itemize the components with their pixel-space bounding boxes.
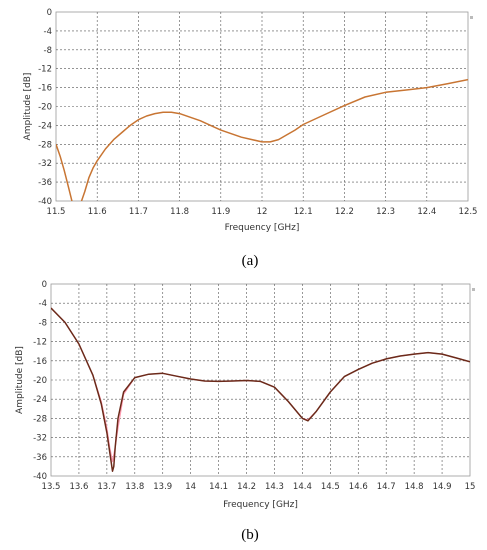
chart-b-x-tick-label: 14.6 — [349, 482, 368, 492]
chart-a-x-tick-label: 11.6 — [88, 207, 107, 217]
chart-a-y-tick-label: -40 — [38, 197, 52, 207]
chart-b-x-tick-label: 14.9 — [433, 482, 452, 492]
chart-b-x-tick-label: 14 — [185, 482, 196, 492]
chart-b-y-tick-label: -4 — [39, 299, 47, 309]
chart-a-corner-marker — [470, 16, 473, 19]
chart-a-x-tick-label: 11.9 — [211, 207, 230, 217]
chart-b-y-tick-label: -40 — [33, 472, 47, 482]
chart-a-y-tick-label: 0 — [47, 8, 52, 18]
chart-b-y-tick-label: -24 — [33, 395, 47, 405]
chart-b-x-tick-label: 13.9 — [153, 482, 172, 492]
chart-b-series-line — [51, 307, 470, 463]
chart-b-x-axis-label: Frequency [GHz] — [223, 500, 298, 510]
chart-a-x-tick-label: 12.3 — [376, 207, 395, 217]
chart-b-x-tick-label: 14.5 — [321, 482, 340, 492]
chart-b-y-axis-label: Amplitude [dB] — [15, 346, 25, 414]
chart-a-x-tick-label: 12.1 — [294, 207, 313, 217]
chart-b-x-tick-label: 13.6 — [69, 482, 88, 492]
chart-b-y-tick-label: -12 — [33, 338, 47, 348]
chart-a-y-tick-label: -4 — [44, 27, 52, 37]
chart-b-x-tick-label: 13.7 — [97, 482, 116, 492]
chart-b-x-tick-label: 13.5 — [42, 482, 61, 492]
chart-b-x-tick-label: 14.2 — [237, 482, 256, 492]
chart-b-x-tick-label: 14.3 — [265, 482, 284, 492]
chart-a-y-tick-label: -24 — [38, 121, 52, 131]
chart-a-x-tick-label: 12.2 — [335, 207, 354, 217]
chart-b-x-tick-label: 14.4 — [293, 482, 312, 492]
chart-a-x-axis-label: Frequency [GHz] — [225, 223, 300, 233]
chart-b-x-tick-label: 14.7 — [377, 482, 396, 492]
chart-a-y-tick-label: -20 — [38, 103, 52, 113]
chart-b-panel-label: (b) — [241, 527, 259, 543]
chart-b-x-tick-label: 13.8 — [125, 482, 144, 492]
chart-b-y-tick-label: -28 — [33, 414, 47, 424]
chart-a-y-tick-label: -16 — [38, 84, 52, 94]
chart-a-y-tick-label: -36 — [38, 178, 52, 188]
chart-b-corner-marker — [472, 288, 475, 291]
chart-b-y-tick-label: -8 — [39, 318, 47, 328]
chart-a-series-line — [56, 78, 468, 201]
chart-b-y-tick-label: -16 — [33, 357, 47, 367]
chart-a-y-tick-label: -12 — [38, 65, 52, 75]
chart-b-x-tick-label: 14.1 — [209, 482, 228, 492]
chart-a-x-tick-label: 12.5 — [459, 207, 478, 217]
chart-b-y-tick-label: -32 — [33, 434, 47, 444]
chart-a-y-axis-label: Amplitude [dB] — [23, 73, 33, 141]
chart-b-y-tick-label: 0 — [42, 280, 47, 290]
chart-b-series-line — [51, 307, 470, 472]
chart-b-x-tick-label: 14.8 — [405, 482, 424, 492]
chart-a-x-tick-label: 11.7 — [129, 207, 148, 217]
chart-a-y-tick-label: -28 — [38, 140, 52, 150]
chart-a-panel-label: (a) — [242, 253, 259, 269]
chart-b-y-tick-label: -20 — [33, 376, 47, 386]
chart-a-x-tick-label: 12.4 — [417, 207, 436, 217]
chart-a-x-tick-label: 11.8 — [170, 207, 189, 217]
chart-b-y-tick-label: -36 — [33, 453, 47, 463]
chart-a-y-tick-label: -8 — [44, 46, 52, 56]
chart-b-x-tick-label: 15 — [465, 482, 476, 492]
chart-a-x-tick-label: 11.5 — [47, 207, 66, 217]
chart-a-x-tick-label: 12 — [257, 207, 268, 217]
chart-a-y-tick-label: -32 — [38, 159, 52, 169]
